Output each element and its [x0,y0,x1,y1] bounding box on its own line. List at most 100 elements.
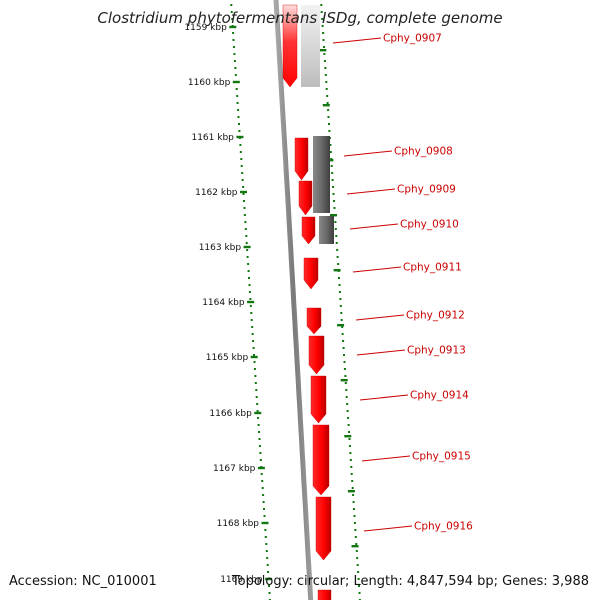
track-dot [336,249,339,251]
tick-dots-left [230,4,271,600]
gene-arrow[interactable] [315,496,332,561]
track-dot [260,473,263,475]
tick-label: 1163 kbp [199,243,242,253]
gene-leader-line [349,223,399,230]
track-dot [357,571,360,573]
track-dot [346,410,349,412]
track-dot [244,221,247,223]
track-dot [334,221,337,223]
track-dot [353,508,355,510]
track-dot [266,557,269,559]
tick-label: 1168 kbp [217,519,260,529]
track-dot [251,333,254,335]
track-dot [230,4,233,6]
track-dot [351,480,354,482]
track-dot [351,487,354,489]
track-dot [338,291,341,293]
track-dot [329,144,332,146]
homolog-block [301,5,320,87]
track-dot [322,39,325,41]
track-dot [344,375,347,377]
gene-label[interactable]: Cphy_0908 [394,146,453,158]
accession-label: Accession: NC_010001 [9,574,157,589]
gene-arrow[interactable] [294,137,309,181]
track-dot [249,298,252,300]
track-dot [338,284,341,286]
gene-leader-line [363,525,413,532]
gene-arrow[interactable] [306,307,322,335]
track-dot [233,60,236,62]
tick-label: 1159 kbp [184,23,227,33]
gene-label[interactable]: Cphy_0910 [400,219,459,231]
gene-arrow[interactable] [308,335,325,375]
gene-label[interactable]: Cphy_0916 [414,521,473,533]
tick-mark-left [236,135,244,139]
track-dot [246,249,249,251]
track-dot [358,592,361,594]
track-dot [248,291,251,293]
track-dot [241,179,244,181]
track-dot [345,396,348,398]
track-dot [265,550,268,552]
track-dot [348,431,350,433]
track-dot [328,130,331,132]
tick-mark-right [330,214,337,217]
track-dot [237,116,240,118]
gene-label[interactable]: Cphy_0914 [410,390,469,402]
gene-arrow[interactable] [298,180,313,216]
tick-mark-left [261,521,269,525]
gene-label[interactable]: Cphy_0907 [383,33,442,45]
track-dot [253,361,256,363]
gene-label[interactable]: Cphy_0911 [403,262,462,274]
track-dot [238,130,241,132]
track-dot [264,536,267,538]
track-dot [350,466,353,468]
track-dot [354,529,357,531]
map-title: Clostridium phytofermentans ISDg, comple… [97,9,502,27]
track-dot [336,256,339,258]
genome-backbone [273,0,314,600]
track-dot [267,571,270,573]
gene-arrow[interactable] [317,589,332,600]
track-dot [268,585,270,587]
track-dot [250,312,253,314]
gene-arrow[interactable] [303,257,319,290]
track-dot [239,151,242,153]
track-dot [320,4,323,6]
track-dot [240,165,243,167]
track-dot [255,396,258,398]
gene-features [282,4,332,600]
track-dot [339,305,342,307]
homolog-features [301,5,334,244]
gene-arrow[interactable] [301,216,316,245]
gene-label[interactable]: Cphy_0915 [412,451,471,463]
track-dot [263,515,266,517]
track-dot [333,200,335,202]
track-dot [335,242,338,244]
gene-label[interactable]: Cphy_0909 [397,184,456,196]
track-dot [252,340,255,342]
track-dot [342,347,345,349]
track-dot [258,431,260,433]
track-dot [343,354,345,356]
track-dot [358,585,360,587]
track-dot [248,277,250,279]
track-dot [352,501,355,503]
track-dot [255,389,258,391]
track-dot [263,508,265,510]
track-dot [352,494,355,496]
gene-arrow[interactable] [310,375,327,424]
gene-arrow[interactable] [282,4,298,88]
gene-arrow[interactable] [312,424,330,496]
gene-label[interactable]: Cphy_0912 [406,310,465,322]
track-dot [325,81,328,83]
track-dot [321,25,324,27]
tick-mark-left [250,355,258,359]
tick-mark-right [322,104,330,107]
tick-label: 1161 kbp [191,133,234,143]
gene-label[interactable]: Cphy_0913 [407,345,466,357]
track-dot [334,228,337,230]
track-dot [328,123,330,125]
track-dot [345,389,348,391]
tick-mark-left [254,411,262,415]
